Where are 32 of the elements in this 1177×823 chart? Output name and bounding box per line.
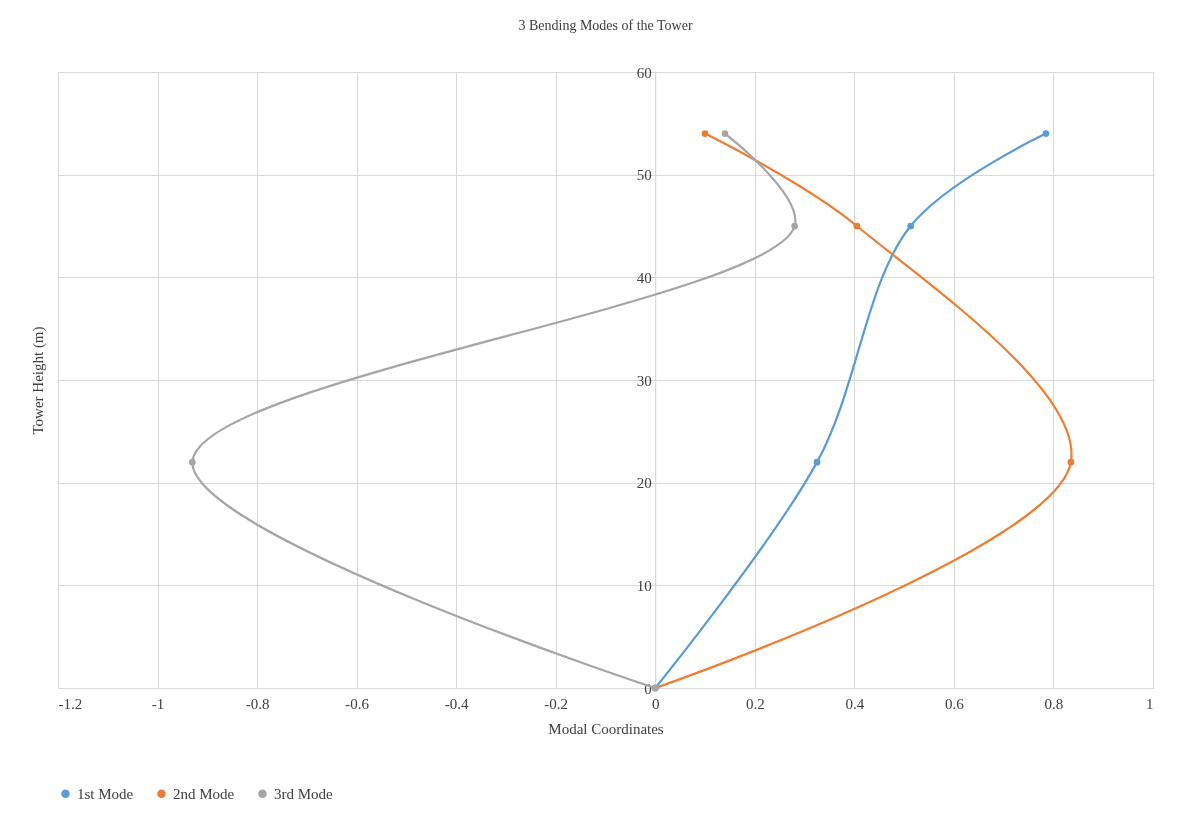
point bbox=[189, 458, 196, 466]
y-axis-title: Tower Height (m) bbox=[29, 326, 47, 435]
point bbox=[791, 222, 798, 230]
x-tick-label: -0.2 bbox=[544, 695, 569, 712]
x-tick-label: 1 bbox=[1146, 695, 1154, 712]
x-tick-label: -0.6 bbox=[345, 695, 370, 712]
legend-label: 1st Mode bbox=[77, 785, 134, 802]
point bbox=[721, 130, 729, 137]
y-tick-label: 50 bbox=[636, 167, 652, 184]
y-tick-label: 10 bbox=[636, 577, 652, 594]
x-tick-label: -0.8 bbox=[245, 695, 270, 712]
legend-label: 3rd Mode bbox=[274, 785, 334, 802]
x-axis-title: Modal Coordinates bbox=[548, 720, 664, 737]
x-tick-label: 0.6 bbox=[945, 695, 965, 712]
y-tick-label: 30 bbox=[636, 372, 652, 389]
point bbox=[907, 222, 914, 230]
point bbox=[1067, 458, 1075, 466]
x-tick-label: 0.2 bbox=[745, 695, 765, 712]
point bbox=[813, 458, 821, 466]
x-tick-label: 0.4 bbox=[845, 695, 865, 712]
x-tick-label: 0.8 bbox=[1044, 695, 1064, 712]
x-tick-label: -1.2 bbox=[58, 695, 83, 712]
legend-label: 2nd Mode bbox=[173, 785, 235, 802]
chart-title: 3 Bending Modes of the Tower bbox=[518, 18, 693, 33]
point bbox=[1042, 130, 1050, 137]
x-tick-label: -1 bbox=[151, 695, 165, 712]
point bbox=[701, 130, 709, 137]
y-tick-label: 20 bbox=[636, 475, 652, 492]
y-tick-label: 40 bbox=[636, 269, 652, 286]
y-tick-label: 60 bbox=[636, 64, 652, 81]
x-tick-label: -0.4 bbox=[444, 695, 470, 712]
point bbox=[853, 222, 861, 230]
